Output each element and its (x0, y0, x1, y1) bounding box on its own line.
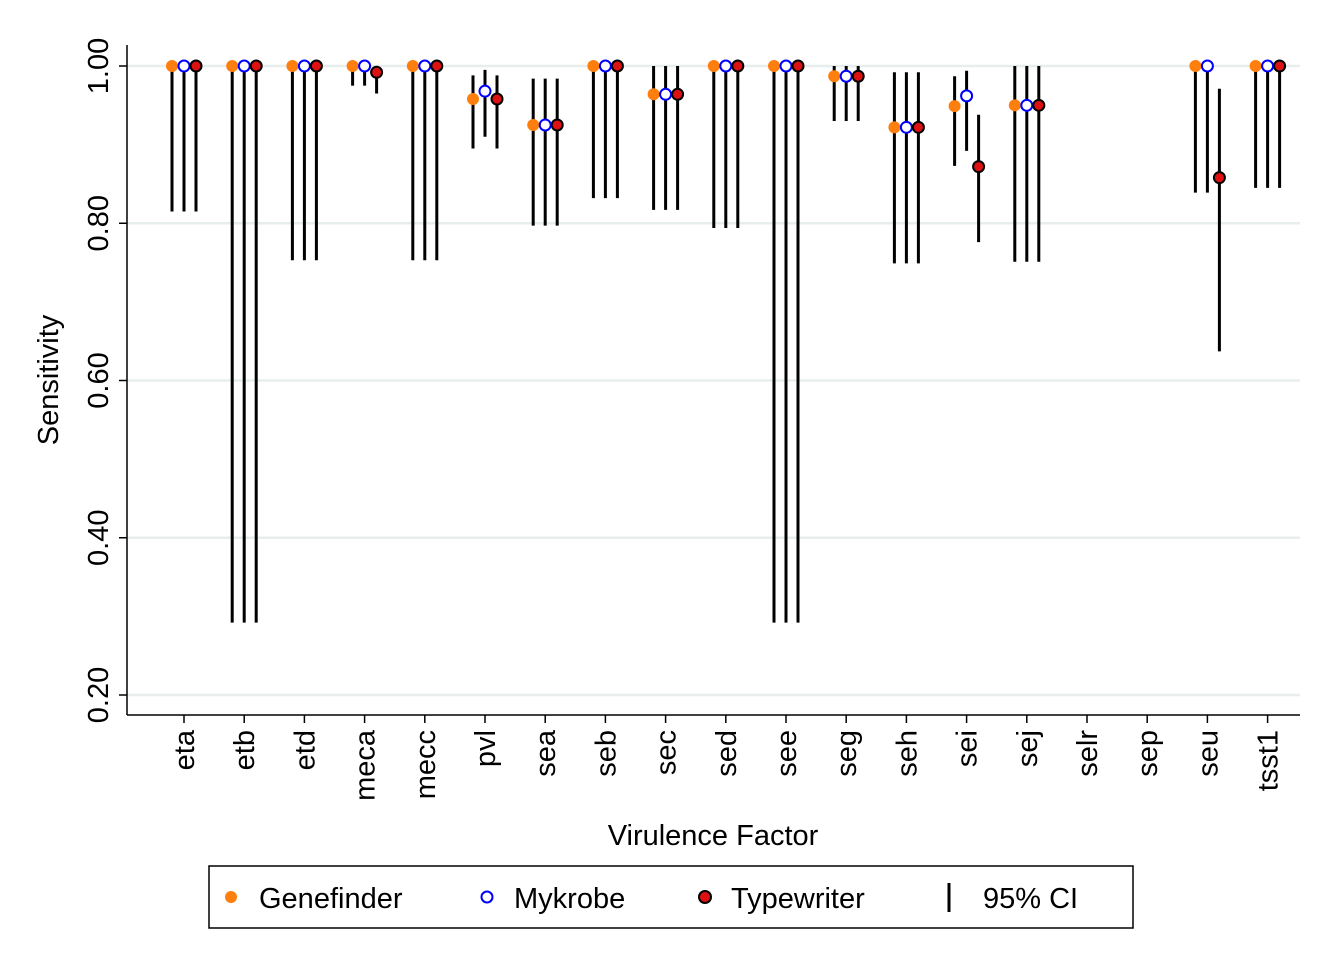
typewriter-point (731, 59, 745, 73)
mykrobe-point (598, 59, 612, 73)
y-tick-label: 0.60 (83, 352, 115, 408)
x-tick-label: sed (711, 730, 743, 777)
typewriter-point (370, 65, 384, 79)
x-tick-label: seu (1192, 730, 1224, 777)
mykrobe-point (899, 120, 913, 134)
genefinder-point (467, 93, 479, 106)
genefinder-point (406, 60, 419, 72)
y-tick-label: 0.40 (83, 510, 115, 566)
genefinder-point (587, 60, 600, 72)
x-tick-label: pvl (470, 730, 502, 767)
genefinder-point (1008, 99, 1021, 112)
mykrobe-point (358, 59, 372, 73)
legend: Genefinder Mykrobe Typewriter 95% CI (208, 865, 1134, 929)
genefinder-point (286, 60, 299, 72)
mykrobe-point (960, 89, 974, 103)
mykrobe-point (839, 69, 853, 83)
x-tick-label: see (771, 730, 803, 777)
typewriter-point (791, 59, 805, 73)
genefinder-point (1249, 60, 1262, 72)
x-tick-label: sea (530, 729, 562, 777)
x-tick-label: selr (1072, 730, 1104, 777)
legend-genefinder-label: Genefinder (259, 883, 403, 915)
x-tick-label: meca (350, 729, 382, 801)
genefinder-point (707, 60, 720, 72)
mykrobe-point (478, 84, 492, 98)
genefinder-point (166, 60, 178, 72)
y-tick-label: 1.00 (83, 38, 115, 94)
x-tick-label: sec (651, 730, 683, 775)
x-tick-label: eta (169, 729, 201, 770)
typewriter-point (911, 120, 925, 134)
legend-typewriter-label: Typewriter (731, 883, 865, 915)
genefinder-point (888, 121, 901, 134)
genefinder-point (346, 60, 359, 72)
genefinder-point (768, 60, 780, 72)
confidence-intervals (170, 66, 1282, 623)
y-tick-label: 0.80 (83, 195, 115, 251)
mykrobe-point (1261, 59, 1275, 73)
typewriter-point (249, 59, 263, 73)
typewriter-point (972, 160, 986, 174)
mykrobe-point (719, 59, 733, 73)
x-axis-title: Virulence Factor (608, 820, 819, 852)
genefinder-point (828, 70, 841, 83)
typewriter-point (671, 87, 685, 101)
legend-genefinder-marker (225, 891, 237, 903)
x-tick-label: tsst1 (1253, 730, 1285, 791)
legend-ci-label: 95% CI (983, 883, 1078, 915)
y-tick-label: 0.20 (83, 667, 115, 723)
typewriter-point (189, 59, 203, 73)
x-tick-label: seg (831, 730, 863, 777)
typewriter-point (1212, 171, 1226, 185)
legend-mykrobe-marker (480, 890, 494, 904)
y-axis-title: Sensitivity (33, 314, 65, 445)
mykrobe-point (177, 59, 191, 73)
x-ticks: eta etb etd meca mecc pvl sea seb sec sed see seg se… (169, 715, 1285, 801)
mykrobe-point (779, 59, 793, 73)
x-tick-label: sei (952, 730, 984, 767)
legend-typewriter-marker (698, 890, 712, 904)
typewriter-point (1032, 98, 1046, 112)
typewriter-point (309, 59, 323, 73)
genefinder-point (226, 60, 239, 72)
genefinder-point (527, 118, 540, 131)
x-tick-label: mecc (410, 730, 442, 799)
genefinder-point (1189, 60, 1202, 72)
x-tick-label: sep (1132, 730, 1164, 777)
x-tick-label: sej (1012, 730, 1044, 767)
x-tick-label: etd (289, 730, 321, 770)
typewriter-point (430, 59, 444, 73)
mykrobe-point (659, 87, 673, 101)
genefinder-point (647, 88, 660, 101)
data-points (166, 59, 1287, 185)
genefinder-point (948, 100, 961, 113)
y-ticks: 0.20 0.40 0.60 0.80 1.00 (83, 38, 127, 723)
legend-mykrobe-label: Mykrobe (514, 883, 625, 915)
typewriter-point (851, 69, 865, 83)
typewriter-point (550, 118, 564, 132)
mykrobe-point (1200, 59, 1214, 73)
mykrobe-point (1020, 98, 1034, 112)
mykrobe-point (418, 59, 432, 73)
typewriter-point (610, 59, 624, 73)
legend-box (208, 865, 1134, 929)
x-tick-label: seh (891, 730, 923, 777)
mykrobe-point (237, 59, 251, 73)
typewriter-point (1273, 59, 1287, 73)
mykrobe-point (538, 118, 552, 132)
typewriter-point (490, 92, 504, 106)
x-tick-label: seb (590, 730, 622, 777)
x-tick-label: etb (229, 730, 261, 770)
mykrobe-point (297, 59, 311, 73)
